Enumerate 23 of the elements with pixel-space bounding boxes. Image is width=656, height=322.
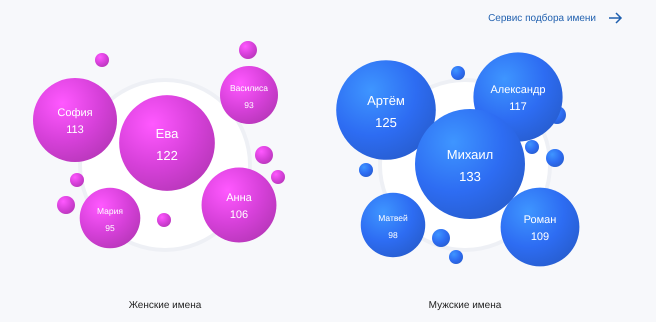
data-label: 125 [375,115,397,130]
category-label: Василиса [230,83,268,93]
category-label: Матвей [378,213,408,223]
category-label: Мария [97,206,124,216]
category-label: Ева [156,126,180,141]
category-label: Артём [367,93,405,108]
data-label: 98 [388,230,398,240]
data-label: 95 [105,223,115,233]
category-label: Александр [490,84,546,96]
text: Сервис подбора имени [488,13,596,24]
data-label: 117 [509,101,527,113]
text: Женские имена [128,300,202,311]
data-label: 122 [156,148,178,163]
category-label: Михаил [446,147,494,162]
text: Мужские имена [428,300,502,311]
data-label: 109 [530,231,550,243]
data-label: 133 [459,169,481,184]
data-label: 113 [66,124,84,136]
data-label: 106 [230,209,248,221]
category-label: Анна [226,192,253,204]
category-label: Роман [524,214,556,226]
category-label: София [57,107,93,119]
data-label: 93 [244,100,254,110]
